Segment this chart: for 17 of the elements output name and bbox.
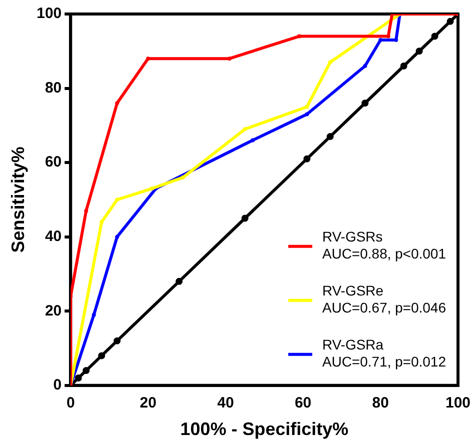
y-tick-label: 60 bbox=[44, 154, 62, 171]
x-tick-label: 20 bbox=[140, 394, 156, 412]
legend-label: RV-GSRs AUC=0.88, p<0.001 bbox=[322, 228, 446, 262]
y-tick-label: 0 bbox=[53, 376, 62, 394]
y-tick-label: 100 bbox=[36, 5, 62, 22]
y-tick-label: 40 bbox=[44, 228, 62, 245]
x-tick-label: 100 bbox=[445, 394, 471, 412]
y-tick-label: 20 bbox=[44, 302, 62, 320]
x-tick-label: 80 bbox=[372, 394, 389, 412]
x-axis-title: 100% - Specificity% bbox=[180, 419, 348, 440]
legend-label: RV-GSRa AUC=0.71, p=0.012 bbox=[322, 336, 446, 370]
x-tick-label: 40 bbox=[217, 394, 234, 412]
x-tick-label: 60 bbox=[294, 394, 312, 412]
y-axis-title: Sensitivity% bbox=[8, 146, 28, 253]
x-tick-label: 0 bbox=[66, 394, 75, 412]
legend-label: RV-GSRe AUC=0.67, p=0.046 bbox=[322, 282, 446, 316]
y-tick-label: 80 bbox=[44, 79, 62, 96]
